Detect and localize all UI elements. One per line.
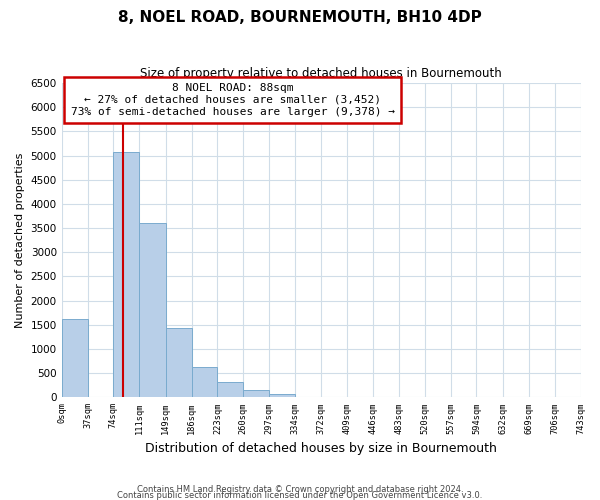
Bar (62, 318, 88, 398)
Bar (191, 368, 217, 398)
Text: Contains HM Land Registry data © Crown copyright and database right 2024.: Contains HM Land Registry data © Crown c… (137, 484, 463, 494)
Bar (113, 152, 139, 398)
Bar (243, 390, 269, 398)
Text: Contains public sector information licensed under the Open Government Licence v3: Contains public sector information licen… (118, 490, 482, 500)
X-axis label: Distribution of detached houses by size in Bournemouth: Distribution of detached houses by size … (145, 442, 497, 455)
Bar (217, 382, 243, 398)
Y-axis label: Number of detached properties: Number of detached properties (15, 152, 25, 328)
Text: 8 NOEL ROAD: 88sqm
← 27% of detached houses are smaller (3,452)
73% of semi-deta: 8 NOEL ROAD: 88sqm ← 27% of detached hou… (71, 84, 395, 116)
Bar (166, 328, 191, 398)
Text: 8, NOEL ROAD, BOURNEMOUTH, BH10 4DP: 8, NOEL ROAD, BOURNEMOUTH, BH10 4DP (118, 10, 482, 25)
Bar (269, 394, 295, 398)
Title: Size of property relative to detached houses in Bournemouth: Size of property relative to detached ho… (140, 68, 502, 80)
Bar (139, 224, 166, 398)
